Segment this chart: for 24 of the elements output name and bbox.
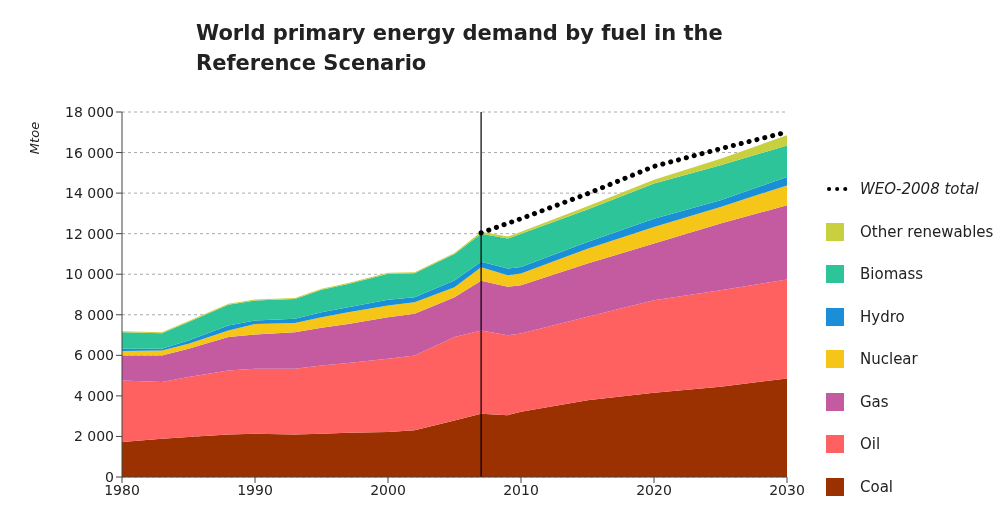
y-tick-label: 16 000 (65, 144, 114, 161)
x-tick-label: 2000 (370, 481, 406, 498)
legend-label: Coal (860, 477, 894, 496)
legend-label: Hydro (860, 307, 905, 326)
x-tick-label: 2020 (636, 481, 672, 498)
legend-label: Oil (860, 435, 881, 454)
chart-title: World primary energy demand by fuel in the Reference Scenario (196, 20, 724, 77)
y-tick-label: 4 000 (73, 387, 114, 404)
x-tick-label: 1990 (237, 481, 273, 498)
y-tick-label: 8 000 (73, 306, 114, 323)
y-axis-title: Mtoe (27, 120, 43, 157)
x-tick-label: 2010 (503, 481, 539, 498)
x-tick-label: 2030 (769, 481, 805, 498)
y-tick-label: 12 000 (65, 225, 114, 242)
y-tick-label: 6 000 (73, 347, 114, 364)
legend-label: Gas (860, 392, 889, 411)
y-tick-label: 2 000 (73, 428, 114, 445)
y-tick-label: 18 000 (65, 103, 114, 120)
legend-label: Biomass (860, 265, 924, 284)
y-tick-label: 14 000 (65, 185, 114, 202)
legend-label: Nuclear (860, 350, 918, 369)
legend-label: WEO-2008 total (860, 180, 979, 199)
y-tick-label: 10 000 (65, 266, 114, 283)
legend-label: Other renewables (860, 222, 994, 241)
